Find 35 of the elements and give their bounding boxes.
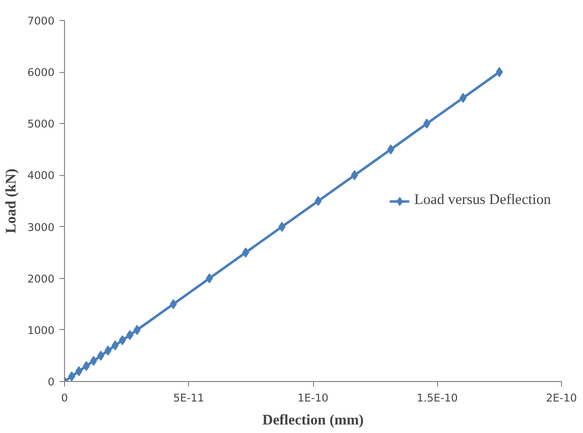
y-tick-label: 2000 bbox=[27, 272, 55, 286]
point bbox=[112, 340, 119, 350]
point bbox=[314, 196, 322, 206]
point bbox=[82, 361, 90, 372]
point bbox=[75, 366, 82, 376]
point bbox=[104, 346, 112, 356]
point bbox=[134, 324, 141, 335]
point bbox=[387, 144, 394, 154]
point bbox=[68, 371, 76, 382]
point bbox=[278, 222, 286, 232]
y-tick-label: 0 bbox=[48, 376, 55, 388]
y-tick-label: 7000 bbox=[27, 14, 55, 28]
x-tick-label: 1.5E-10 bbox=[416, 392, 458, 404]
point bbox=[242, 248, 250, 258]
point bbox=[496, 67, 503, 78]
x-tick-label: 2E-10 bbox=[546, 392, 578, 404]
y-tick-label: 6000 bbox=[27, 66, 55, 80]
point bbox=[97, 350, 104, 361]
x-tick-label: 5E-11 bbox=[173, 392, 204, 404]
y-tick-label: 5000 bbox=[27, 118, 55, 131]
point bbox=[90, 356, 98, 366]
point bbox=[460, 92, 467, 103]
y-tick-label: 3000 bbox=[27, 220, 55, 234]
x-axis-title: Deflection (mm) bbox=[262, 412, 364, 428]
point bbox=[206, 273, 213, 284]
y-axis-title: Load (kN) bbox=[3, 168, 20, 234]
point bbox=[126, 330, 134, 340]
point bbox=[423, 118, 430, 129]
point bbox=[118, 335, 126, 346]
x-tick-label: 1E-10 bbox=[298, 392, 329, 404]
legend-label: Load versus Deflection bbox=[414, 192, 551, 209]
y-tick-label: 1000 bbox=[27, 324, 55, 337]
y-tick-label: 4000 bbox=[27, 169, 55, 182]
x-tick-label: 0 bbox=[61, 392, 68, 404]
point bbox=[170, 299, 177, 310]
